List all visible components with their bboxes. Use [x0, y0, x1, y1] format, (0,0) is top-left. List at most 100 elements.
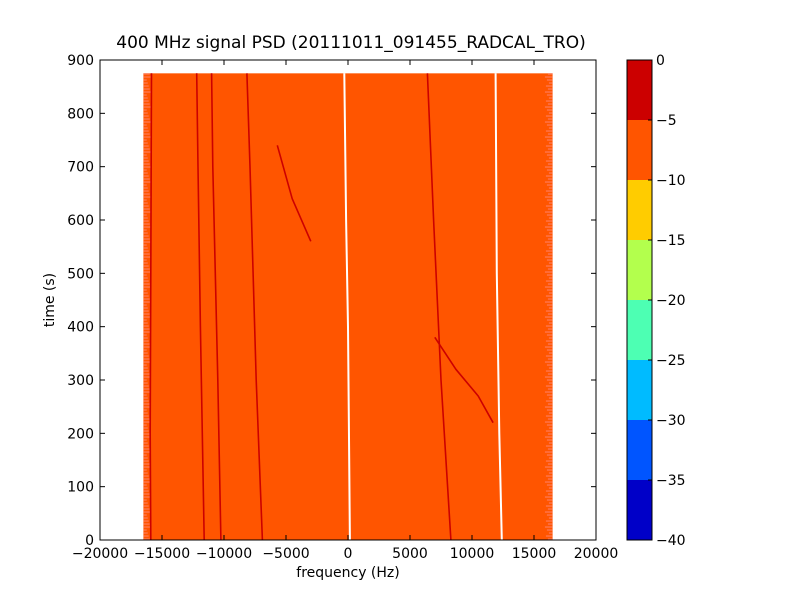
- left-edge-fringe-mark: [143, 223, 150, 225]
- right-edge-fringe-mark: [545, 265, 553, 267]
- right-edge-fringe-mark: [548, 202, 553, 204]
- right-edge-fringe-mark: [547, 418, 553, 420]
- left-edge-fringe-mark: [143, 433, 150, 435]
- left-edge-fringe-mark: [143, 517, 148, 519]
- right-edge-fringe-mark: [548, 277, 553, 279]
- right-edge-fringe-mark: [548, 337, 553, 339]
- right-edge-fringe-mark: [544, 301, 553, 303]
- left-edge-fringe-mark: [143, 121, 151, 123]
- y-axis-label: time (s): [42, 273, 58, 327]
- left-edge-fringe-mark: [143, 535, 149, 537]
- right-edge-fringe-mark: [546, 364, 553, 366]
- right-edge-fringe-mark: [546, 214, 553, 216]
- signal-trace-4: [246, 73, 264, 540]
- left-edge-fringe-mark: [143, 142, 148, 144]
- left-edge-fringe-mark: [143, 229, 147, 231]
- left-edge-fringe-mark: [143, 217, 148, 219]
- signal-traces: [149, 73, 503, 540]
- left-edge-fringe-mark: [143, 514, 147, 516]
- left-edge-fringe-mark: [143, 484, 147, 486]
- left-edge-fringe-mark: [143, 274, 147, 276]
- left-edge-fringe-mark: [143, 136, 151, 138]
- right-edge-fringe-mark: [548, 382, 553, 384]
- left-edge-fringe-mark: [143, 490, 149, 492]
- left-edge-fringe-mark: [143, 73, 150, 75]
- left-edge-fringe-mark: [143, 298, 150, 300]
- left-edge-fringe-mark: [143, 466, 151, 468]
- x-tick-label: 5000: [392, 546, 428, 562]
- right-edge-fringe-mark: [544, 76, 553, 78]
- left-edge-fringe-mark: [143, 106, 151, 108]
- left-edge-fringe-mark: [143, 112, 148, 114]
- right-edge-fringe-mark: [547, 358, 553, 360]
- right-edge-fringe-mark: [546, 409, 553, 411]
- right-edge-fringe-mark: [546, 274, 553, 276]
- right-edge-fringe-mark: [548, 502, 553, 504]
- colorbar-tick-label: −15: [656, 233, 686, 249]
- right-edge-fringe-mark: [544, 181, 553, 183]
- colorbar-band: [627, 120, 652, 180]
- left-edge-fringe-mark: [143, 331, 151, 333]
- right-edge-fringe-mark: [545, 400, 553, 402]
- left-edge-fringe-mark: [143, 283, 150, 285]
- x-tick-label: −10000: [196, 546, 252, 562]
- left-edge-fringe-mark: [143, 235, 149, 237]
- left-edge-fringe-mark: [143, 487, 148, 489]
- right-edge-fringe-mark: [548, 157, 553, 159]
- right-edge-fringe-mark: [547, 478, 553, 480]
- right-edge-fringe-mark: [547, 313, 553, 315]
- right-edge-fringe-mark: [546, 499, 553, 501]
- colorbar-tick-label: 0: [656, 53, 665, 69]
- right-edge-fringe-mark: [548, 322, 553, 324]
- right-edge-fringe-mark: [547, 343, 553, 345]
- colorbar: 0 −5 −10 −15 −20 −25 −30 −35 −40: [626, 53, 686, 549]
- y-tick-label: 500: [67, 266, 94, 282]
- right-edge-fringe-mark: [544, 241, 553, 243]
- right-edge-fringe-mark: [544, 106, 553, 108]
- right-edge-fringe-mark: [546, 469, 553, 471]
- left-edge-fringe-mark: [143, 496, 151, 498]
- right-edge-fringe-mark: [544, 436, 553, 438]
- right-edge-fringe-mark: [546, 199, 553, 201]
- left-edge-fringe-mark: [143, 94, 147, 96]
- left-edge-fringe-mark: [143, 460, 149, 462]
- left-edge-fringe-mark: [143, 241, 151, 243]
- left-edge-fringe-mark: [143, 79, 147, 81]
- left-edge-fringe-mark: [143, 385, 149, 387]
- left-edge-fringe-mark: [143, 118, 150, 120]
- left-edge-fringe-mark: [143, 193, 150, 195]
- right-edge-fringe-mark: [548, 232, 553, 234]
- right-edge-fringe-mark: [544, 91, 553, 93]
- left-edge-fringe-mark: [143, 346, 151, 348]
- left-edge-fringe-mark: [143, 373, 150, 375]
- left-edge-fringe-mark: [143, 115, 149, 117]
- left-edge-fringe-mark: [143, 451, 151, 453]
- left-edge-fringe-mark: [143, 436, 151, 438]
- right-edge-fringe-mark: [544, 271, 553, 273]
- right-edge-fringe-mark: [546, 289, 553, 291]
- signal-trace-3: [210, 73, 222, 540]
- left-edge-fringe-mark: [143, 190, 149, 192]
- right-edge-fringe-mark: [546, 484, 553, 486]
- right-edge-fringe-mark: [544, 451, 553, 453]
- right-edge-fringe-mark: [546, 169, 553, 171]
- right-edge-fringe-mark: [547, 448, 553, 450]
- signal-trace-2: [195, 73, 205, 540]
- right-edge-fringe-mark: [547, 178, 553, 180]
- left-edge-fringe-mark: [143, 418, 150, 420]
- left-edge-fringe-mark: [143, 220, 149, 222]
- right-edge-fringe-mark: [545, 415, 553, 417]
- right-edge-fringe-mark: [544, 226, 553, 228]
- psd-left-edge-fringe: [143, 73, 151, 540]
- left-edge-fringe-mark: [143, 454, 147, 456]
- right-edge-fringe-mark: [547, 193, 553, 195]
- colorbar-tick-label: −40: [656, 533, 686, 549]
- right-edge-fringe-mark: [547, 493, 553, 495]
- left-edge-fringe-mark: [143, 463, 150, 465]
- colorbar-band: [627, 60, 652, 120]
- left-edge-fringe-mark: [143, 187, 148, 189]
- left-edge-fringe-mark: [143, 250, 149, 252]
- left-edge-fringe-mark: [143, 469, 147, 471]
- right-edge-fringe-mark: [545, 430, 553, 432]
- right-edge-fringe-mark: [547, 73, 553, 75]
